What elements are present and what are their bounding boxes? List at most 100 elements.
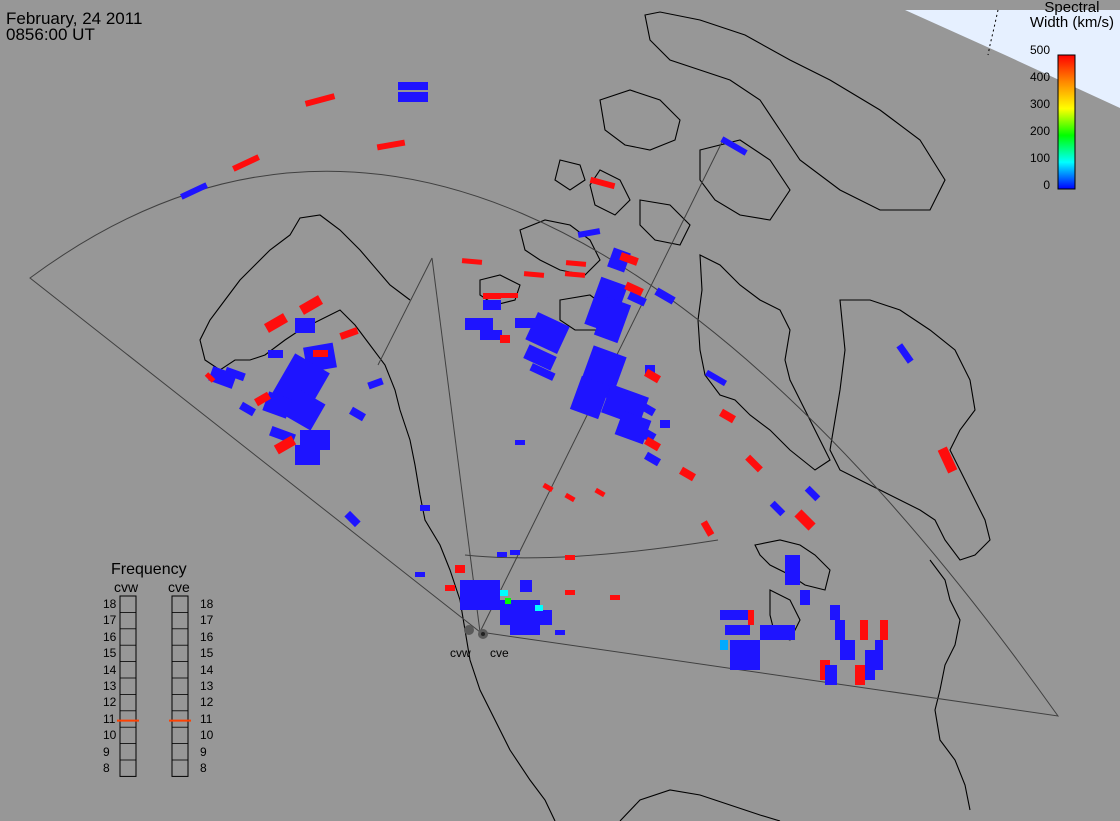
echo-cell <box>415 572 425 577</box>
echo-cell <box>273 435 297 455</box>
echo-cell <box>593 296 632 344</box>
coastlines <box>199 11 991 821</box>
echo-cell <box>525 312 570 354</box>
echo-cell <box>535 605 543 611</box>
fov-outline <box>29 139 1060 717</box>
echo-cell <box>398 82 428 90</box>
echo-cell <box>639 401 656 417</box>
terminator-line <box>987 9 999 56</box>
echo-cell <box>376 139 406 151</box>
echo-cell <box>875 640 883 670</box>
echo-cell <box>745 454 763 473</box>
echo-cell <box>455 565 465 573</box>
echo-cell <box>500 590 508 596</box>
echo-cell <box>483 300 501 310</box>
frequency-tick: 11 <box>200 711 213 726</box>
echo-cell <box>564 271 586 278</box>
echo-cell <box>180 182 208 200</box>
echo-cell <box>529 363 556 381</box>
echo-cell <box>461 258 483 265</box>
colorbar-title: Spectral Width (km/s) <box>1030 0 1114 30</box>
frequency-radar-cvw: cvw <box>114 579 139 595</box>
echo-cell <box>644 436 661 452</box>
echo-cell <box>594 487 606 498</box>
frequency-gauge <box>119 595 137 777</box>
colorbar-tick: 400 <box>1029 70 1050 84</box>
echo-cell <box>500 335 510 343</box>
echo-cell <box>800 590 810 605</box>
echo-cell <box>510 620 540 635</box>
echo-cell <box>232 154 260 172</box>
echo-cell <box>460 580 500 610</box>
echo-cell <box>515 440 525 445</box>
echo-cell <box>624 281 644 297</box>
echo-cell <box>860 620 868 640</box>
echo-cell <box>720 136 748 156</box>
echo-cell <box>564 492 576 503</box>
frequency-tick: 9 <box>200 744 207 759</box>
echo-cell <box>304 93 336 107</box>
echo-cell <box>515 318 535 328</box>
frequency-tick: 16 <box>200 629 214 644</box>
echo-cell <box>349 406 366 422</box>
frequency-tick: 17 <box>200 613 214 628</box>
colorbar-tick: 300 <box>1029 97 1050 111</box>
echo-cell <box>725 625 750 635</box>
frequency-tick: 12 <box>200 695 214 710</box>
echo-cell <box>497 552 507 557</box>
echo-cell <box>704 369 728 387</box>
echo-cell <box>785 555 800 585</box>
echo-cell <box>730 640 760 670</box>
radar-site-cvw <box>464 625 474 635</box>
echo-cell <box>398 92 428 102</box>
echo-cell <box>880 620 888 640</box>
echo-cell <box>268 350 283 358</box>
radar-echoes <box>180 82 958 685</box>
frequency-gauge <box>171 595 189 777</box>
frequency-tick: 12 <box>103 695 117 710</box>
echo-cell <box>500 293 518 298</box>
echo-cell <box>565 555 575 560</box>
echo-cell <box>720 610 750 620</box>
echo-cell <box>298 295 324 315</box>
echo-cell <box>520 580 532 592</box>
time-label: 0856:00 UT <box>6 25 95 44</box>
echo-cell <box>840 640 855 660</box>
colorbar <box>1057 54 1076 190</box>
frequency-tick: 14 <box>200 662 214 677</box>
echo-cell <box>760 625 785 640</box>
echo-cell <box>483 293 501 299</box>
echo-cell <box>719 408 736 424</box>
radar-label-cvw: cvw <box>450 646 471 660</box>
echo-cell <box>565 590 575 595</box>
colorbar-title-line2: Width (km/s) <box>1029 14 1114 31</box>
frequency-tick: 18 <box>200 597 214 611</box>
echo-cell <box>638 426 657 444</box>
echo-cell <box>224 366 246 382</box>
echo-cell <box>542 482 554 493</box>
echo-cell <box>420 505 430 511</box>
daylight-region <box>905 10 1120 108</box>
echo-cell <box>523 271 545 278</box>
echo-cell <box>523 344 557 371</box>
echo-cell <box>254 391 271 407</box>
colorbar-tick: 0 <box>1043 178 1050 192</box>
echo-cell <box>510 550 520 555</box>
frequency-radar-cve: cve <box>168 579 190 595</box>
echo-cell <box>445 585 455 591</box>
frequency-tick: 17 <box>103 613 117 628</box>
echo-cell <box>644 451 661 467</box>
echo-cell <box>627 291 647 307</box>
echo-cell <box>540 610 552 625</box>
echo-cell <box>284 389 326 431</box>
colorbar-title-line1: Spectral <box>1044 0 1100 16</box>
frequency-tick: 10 <box>200 728 214 743</box>
frequency-tick: 15 <box>200 646 214 661</box>
frequency-tick: 8 <box>103 761 110 775</box>
echo-cell <box>465 318 493 330</box>
echo-cell <box>555 630 565 635</box>
echo-cell <box>748 610 754 625</box>
echo-cell <box>367 377 384 390</box>
echo-cell <box>569 375 611 420</box>
